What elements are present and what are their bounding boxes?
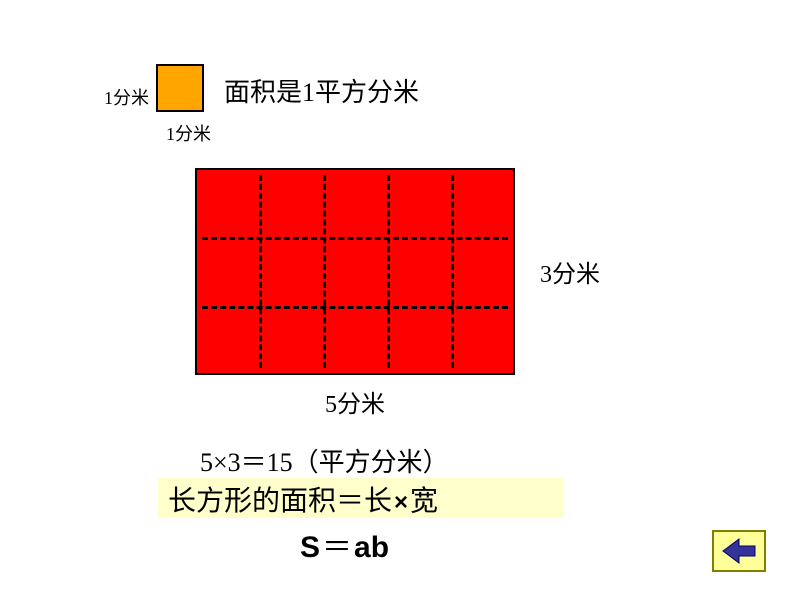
symbol-eq: ＝ <box>320 522 354 566</box>
grid-hline <box>202 237 508 240</box>
unit-title: 面积是1平方分米 <box>224 72 419 109</box>
formula-mult: × <box>392 489 410 517</box>
rect-label-bottom: 5分米 <box>325 384 385 419</box>
grid-vline <box>259 175 262 368</box>
formula-text: 长方形的面积＝长 × 宽 <box>168 479 438 519</box>
formula-post: 宽 <box>410 479 438 519</box>
calculation-text: 5×3＝15（平方分米） <box>200 442 449 479</box>
prev-arrow-icon <box>721 537 757 565</box>
grid-vline <box>451 175 454 368</box>
grid-hline <box>202 306 508 309</box>
rect-label-right: 3分米 <box>540 254 600 289</box>
prev-button[interactable] <box>712 530 766 572</box>
symbol-ab: ab <box>354 531 389 565</box>
rectangle-diagram <box>195 168 515 375</box>
formula-symbolic: S ＝ ab <box>300 522 389 566</box>
symbol-S: S <box>300 531 320 565</box>
grid-vline <box>387 175 390 368</box>
grid-vline <box>323 175 326 368</box>
unit-square <box>156 64 204 112</box>
unit-label-below: 1分米 <box>166 120 211 146</box>
unit-label-left: 1分米 <box>104 84 149 110</box>
formula-pre: 长方形的面积＝长 <box>168 479 392 519</box>
